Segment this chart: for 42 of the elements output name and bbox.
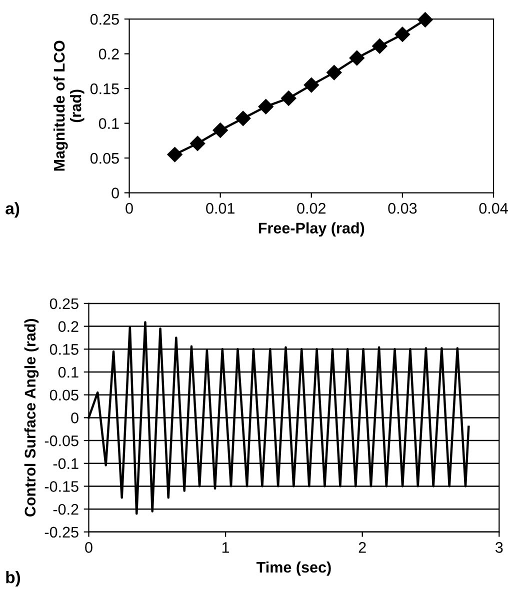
y-tick-label: 0.05 bbox=[50, 390, 78, 401]
text: a) bbox=[6, 202, 20, 218]
x-tick-label: 0.01 bbox=[206, 202, 234, 214]
y-tick-label: 0 bbox=[112, 188, 119, 198]
x-axis-title: Free-Play (rad) bbox=[258, 222, 364, 237]
x-tick-label: 0.02 bbox=[297, 202, 326, 214]
y-tick-label: -0.15 bbox=[44, 481, 78, 492]
x-tick-label: 3 bbox=[495, 542, 503, 553]
y-axis-title: Control Surface Angle (rad) bbox=[24, 318, 39, 517]
y-tick-label: 0.1 bbox=[98, 118, 119, 129]
point bbox=[304, 77, 319, 93]
x-tick-label: 2 bbox=[358, 542, 366, 553]
y-tick-label: 0.15 bbox=[90, 83, 119, 94]
point bbox=[258, 99, 274, 114]
y-tick-label: 0.25 bbox=[90, 14, 119, 25]
y-tick-label: 0.05 bbox=[90, 152, 119, 164]
y-tick-label: 0.2 bbox=[58, 321, 78, 332]
y-tick-label: 0.1 bbox=[58, 366, 78, 378]
y-tick-label: -0.05 bbox=[44, 435, 78, 446]
y-tick-label: 0.15 bbox=[50, 344, 78, 355]
y-tick-label: 0 bbox=[71, 412, 78, 424]
y-axis-title: Magnitude of LCO (rad) bbox=[54, 40, 84, 171]
point bbox=[236, 110, 251, 126]
x-axis-title: Time (sec) bbox=[256, 561, 331, 576]
text: b) bbox=[6, 571, 20, 587]
y-tick-label: -0.1 bbox=[53, 458, 78, 470]
point bbox=[394, 26, 410, 42]
point bbox=[326, 64, 342, 80]
x-tick-label: 0 bbox=[126, 202, 133, 214]
point bbox=[212, 122, 228, 138]
point bbox=[372, 38, 388, 54]
point bbox=[190, 136, 206, 152]
point bbox=[167, 146, 182, 162]
x-tick-label: 0.03 bbox=[388, 202, 417, 214]
y-tick-label: 0.2 bbox=[98, 48, 119, 60]
x-tick-label: 1 bbox=[222, 542, 230, 553]
x-tick-label: 0.04 bbox=[479, 202, 508, 214]
y-tick-label: -0.2 bbox=[53, 504, 78, 515]
point bbox=[349, 50, 364, 66]
y-tick-label: 0.25 bbox=[50, 298, 78, 310]
y-tick-label: -0.25 bbox=[44, 526, 78, 538]
point bbox=[281, 90, 296, 106]
